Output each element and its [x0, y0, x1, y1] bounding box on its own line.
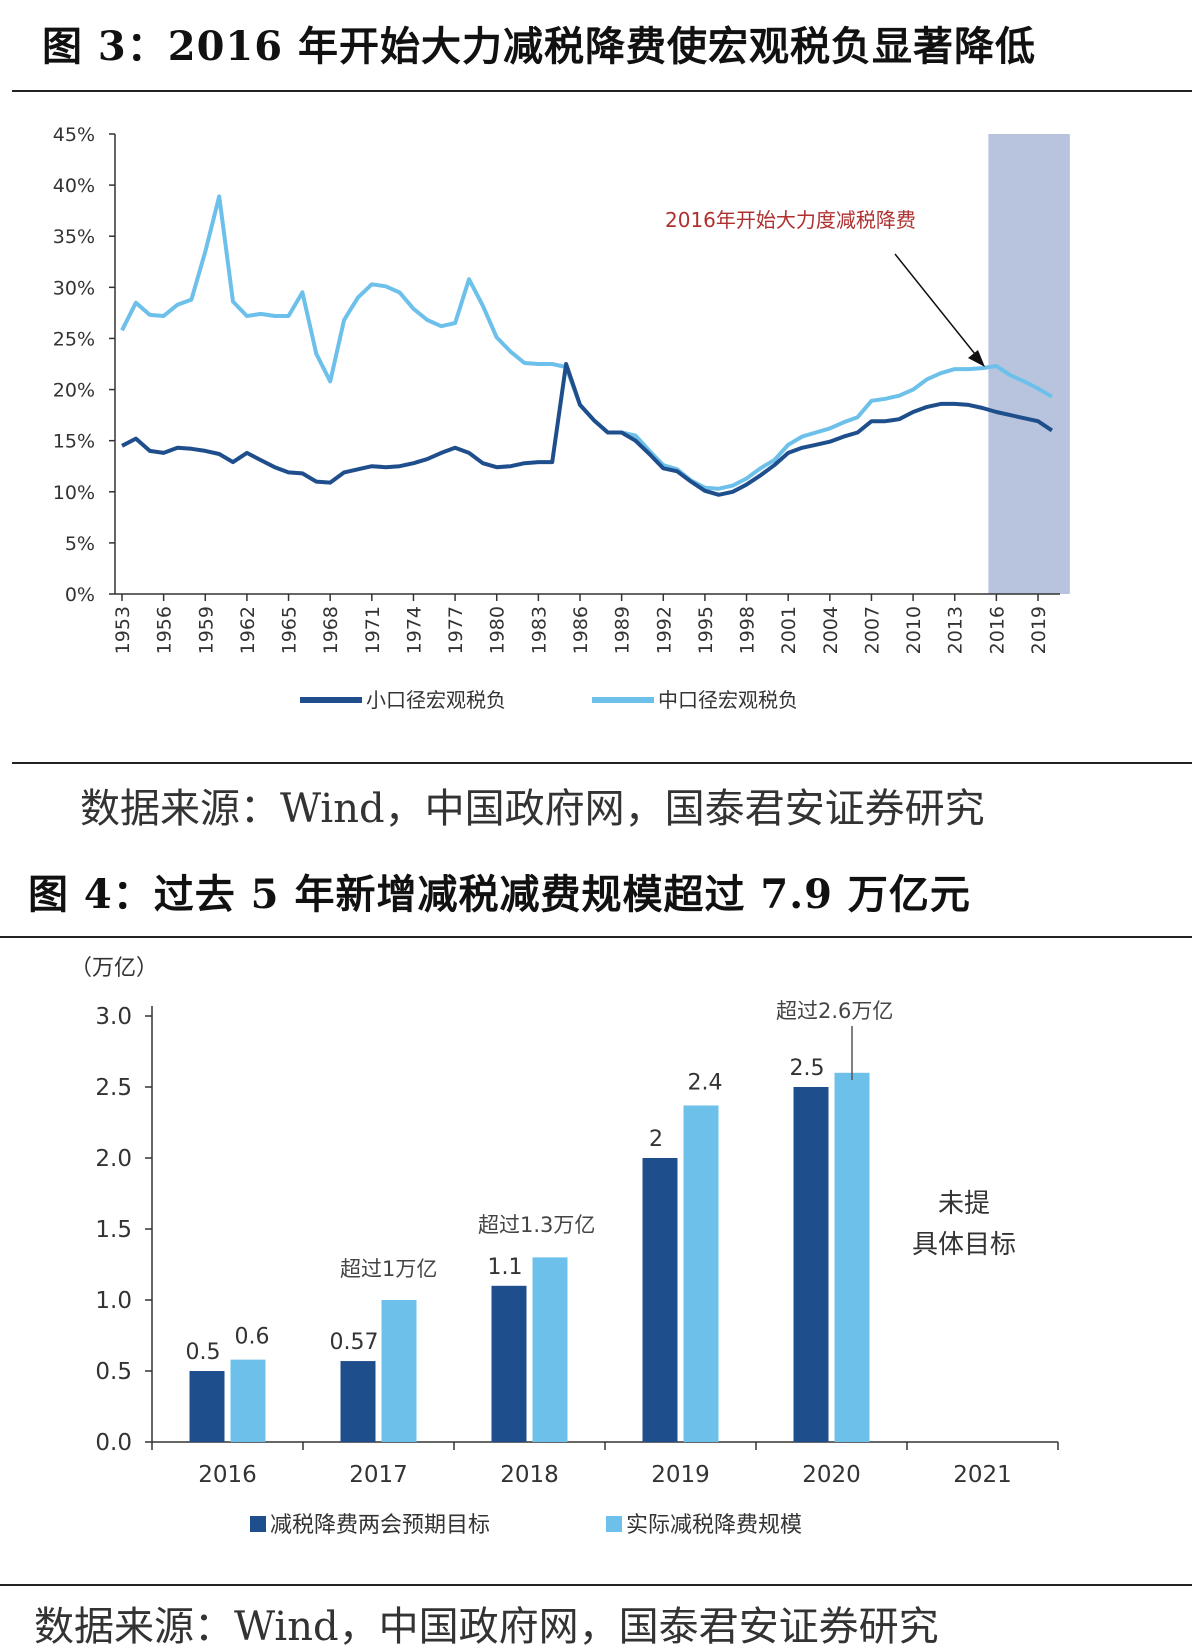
y-tick-label: 35%: [53, 226, 95, 248]
x-tick-label: 1992: [653, 606, 675, 654]
line-legend: 小口径宏观税负 中口径宏观税负: [300, 688, 798, 712]
bar-actual-value: 2.4: [688, 1070, 723, 1095]
bar-y-tick-label: 3.0: [95, 1004, 132, 1030]
y-tick-label: 0%: [65, 584, 95, 606]
legend-label-target: 减税降费两会预期目标: [270, 1513, 490, 1538]
figure3-title: 图 3：2016 年开始大力减税降费使宏观税负显著降低: [42, 23, 1037, 70]
bar-target: [793, 1087, 829, 1442]
legend-label-small: 小口径宏观税负: [366, 688, 506, 712]
x-tick-label: 2019: [1028, 606, 1050, 654]
x-tick-label: 2016: [986, 606, 1008, 654]
bar-actual: [532, 1257, 568, 1442]
bar-target-value: 0.5: [186, 1340, 221, 1365]
x-tick-label: 1998: [737, 606, 759, 654]
bar-target-value: 2.5: [790, 1056, 825, 1081]
legend-label-medium: 中口径宏观税负: [658, 688, 798, 712]
bar-y-unit-label: （万亿）: [70, 956, 158, 981]
annotation-arrowhead: [968, 350, 985, 367]
legend-label-actual: 实际减税降费规模: [626, 1513, 802, 1538]
bar-x-tick-label: 2016: [198, 1462, 257, 1488]
bar-target: [189, 1371, 225, 1442]
x-tick-label: 1995: [695, 606, 717, 654]
bar-x-tick-label: 2017: [349, 1462, 408, 1488]
bar-x-tick-label: 2018: [500, 1462, 559, 1488]
x-tick-label: 1956: [154, 606, 176, 654]
x-tick-label: 2007: [861, 606, 883, 654]
x-tick-label: 1962: [237, 606, 259, 654]
bar-target-value: 0.57: [330, 1330, 379, 1355]
annotation-2021-line1: 未提: [938, 1189, 990, 1219]
annotation-2017: 超过1万亿: [340, 1257, 437, 1281]
x-tick-label: 1986: [570, 606, 592, 654]
annotation-2020: 超过2.6万亿: [776, 999, 893, 1023]
bar-target: [642, 1158, 678, 1442]
bar-target: [491, 1285, 527, 1442]
bar-target-value: 2: [649, 1127, 663, 1152]
annotation-2018: 超过1.3万亿: [478, 1213, 595, 1237]
y-tick-label: 20%: [53, 380, 95, 402]
y-tick-label: 30%: [53, 277, 95, 299]
annotation-2021-line2: 具体目标: [912, 1230, 1016, 1260]
series-small-caliber-line: [121, 362, 1054, 497]
legend-swatch-actual: [606, 1516, 622, 1532]
y-tick-label: 10%: [53, 482, 95, 504]
bar-actual-value: 0.6: [235, 1325, 270, 1350]
bar-chart: （万亿） 0.0 0.5 1.0 1.5 2.0 2.5 3.0 2016 2017 2018 2…: [70, 956, 1059, 1538]
bar-y-tick-label: 0.5: [95, 1359, 132, 1385]
bar-y-tick-label: 1.5: [95, 1217, 132, 1243]
x-tick-label: 1959: [195, 606, 217, 654]
y-tick-label: 45%: [53, 124, 95, 146]
policy-annotation: 2016年开始大力度减税降费: [665, 208, 916, 232]
bar-x-tick-label: 2019: [651, 1462, 710, 1488]
x-tick-label: 2010: [903, 606, 925, 654]
bar-target: [340, 1361, 376, 1442]
y-tick-label: 5%: [65, 533, 95, 555]
figure3-top-rule: [12, 90, 1192, 92]
x-tick-label: 1965: [279, 606, 301, 654]
figure4-title: 图 4：过去 5 年新增减税减费规模超过 7.9 万亿元: [28, 871, 971, 918]
bar-actual: [834, 1072, 870, 1442]
x-tick-label: 2004: [820, 606, 842, 654]
bar-x-tick-label: 2020: [802, 1462, 861, 1488]
x-tick-label: 1953: [112, 606, 134, 654]
figure4-source: 数据来源：Wind，中国政府网，国泰君安证券研究: [34, 1604, 939, 1650]
bar-y-tick-label: 1.0: [95, 1288, 132, 1314]
x-tick-label: 1989: [612, 606, 634, 654]
line-chart: 0% 5% 10% 15% 20% 25% 30% 35% 40% 45% 1953 1956 195…: [53, 124, 1070, 712]
y-tick-label: 15%: [53, 431, 95, 453]
x-tick-label: 1977: [445, 606, 467, 654]
x-tick-label: 2013: [945, 606, 967, 654]
x-tick-label: 1968: [320, 606, 342, 654]
x-tick-label: 1974: [403, 606, 425, 654]
bar-y-tick-label: 0.0: [95, 1430, 132, 1456]
y-tick-label: 25%: [53, 328, 95, 350]
figure4-bottom-rule: [0, 1584, 1192, 1586]
bar-target-value: 1.1: [488, 1255, 523, 1280]
figure3-bottom-rule: [12, 762, 1192, 764]
policy-shaded-region: [988, 134, 1070, 594]
figure3-source: 数据来源：Wind，中国政府网，国泰君安证券研究: [80, 786, 985, 832]
x-tick-label: 1983: [528, 606, 550, 654]
bar-legend: 减税降费两会预期目标 实际减税降费规模: [250, 1513, 802, 1538]
bar-actual: [381, 1300, 417, 1442]
x-tick-label: 2001: [778, 606, 800, 654]
annotation-arrow: [894, 253, 976, 355]
series-medium-caliber-line: [120, 194, 1053, 491]
bar-y-tick-label: 2.5: [95, 1075, 132, 1101]
bar-x-tick-label: 2021: [953, 1462, 1012, 1488]
x-tick-label: 1971: [362, 606, 384, 654]
bar-y-tick-label: 2.0: [95, 1146, 132, 1172]
y-tick-label: 40%: [53, 175, 95, 197]
x-tick-label: 1980: [487, 606, 509, 654]
figure4-top-rule: [0, 936, 1192, 938]
bar-actual: [683, 1105, 719, 1442]
bar-actual: [230, 1359, 266, 1442]
legend-swatch-target: [250, 1516, 266, 1532]
